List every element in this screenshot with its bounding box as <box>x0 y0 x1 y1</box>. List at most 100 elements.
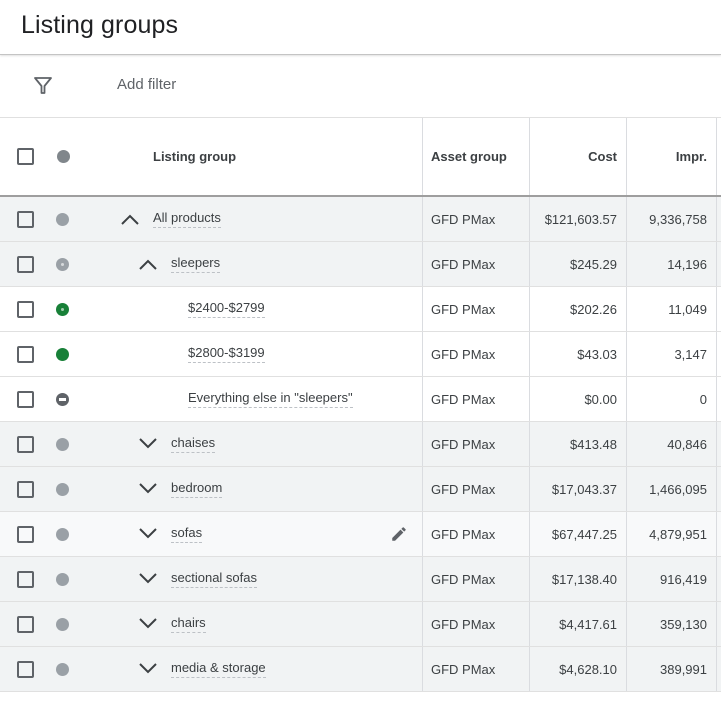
chevron-down-icon[interactable] <box>138 573 158 587</box>
listing-group-name[interactable]: sleepers <box>171 255 221 273</box>
column-divider <box>529 602 530 646</box>
chevron-down-icon[interactable] <box>138 438 158 452</box>
select-all-checkbox[interactable] <box>17 148 34 165</box>
row-checkbox[interactable] <box>17 571 34 588</box>
row-checkbox[interactable] <box>17 616 34 633</box>
listing-groups-table: Listing group Asset group Cost Impr. All… <box>0 118 721 692</box>
row-checkbox[interactable] <box>17 661 34 678</box>
column-divider <box>626 197 627 241</box>
header-asset-group[interactable]: Asset group <box>431 149 507 164</box>
table-row[interactable]: $2800-$3199 GFD PMax $43.03 3,147 <box>0 332 721 377</box>
row-checkbox[interactable] <box>17 436 34 453</box>
listing-group-name[interactable]: sectional sofas <box>171 570 257 588</box>
listing-group-name[interactable]: All products <box>153 210 221 228</box>
column-divider <box>529 287 530 331</box>
cost-cell: $67,447.25 <box>551 527 617 542</box>
row-checkbox[interactable] <box>17 301 34 318</box>
chevron-down-icon[interactable] <box>138 528 158 542</box>
header-cost[interactable]: Cost <box>588 149 617 164</box>
column-divider <box>626 242 627 286</box>
impr-cell: 11,049 <box>668 302 707 317</box>
column-divider <box>422 377 423 421</box>
table-row[interactable]: sleepers GFD PMax $245.29 14,196 <box>0 242 721 287</box>
column-divider <box>529 647 530 691</box>
listing-group-name[interactable]: chaises <box>171 435 216 453</box>
table-row[interactable]: media & storage GFD PMax $4,628.10 389,991 <box>0 647 721 692</box>
row-checkbox[interactable] <box>17 211 34 228</box>
column-divider <box>422 557 423 601</box>
page-title: Listing groups <box>21 11 179 39</box>
asset-group-cell: GFD PMax <box>431 527 496 542</box>
cost-cell: $43.03 <box>577 347 617 362</box>
asset-group-cell: GFD PMax <box>431 302 496 317</box>
column-divider <box>716 512 717 556</box>
column-divider <box>716 467 717 511</box>
column-divider <box>529 467 530 511</box>
listing-group-name[interactable]: chairs <box>171 615 206 633</box>
column-divider <box>626 118 627 195</box>
row-checkbox[interactable] <box>17 526 34 543</box>
filter-icon[interactable] <box>33 76 53 96</box>
impr-cell: 389,991 <box>660 662 707 677</box>
listing-group-name[interactable]: Everything else in "sleepers" <box>188 390 353 408</box>
chevron-down-icon[interactable] <box>138 483 158 497</box>
table-row[interactable]: $2400-$2799 GFD PMax $202.26 11,049 <box>0 287 721 332</box>
status-dot-icon <box>56 618 69 631</box>
asset-group-cell: GFD PMax <box>431 257 496 272</box>
column-divider <box>626 332 627 376</box>
table-row[interactable]: chaises GFD PMax $413.48 40,846 <box>0 422 721 467</box>
asset-group-cell: GFD PMax <box>431 482 496 497</box>
impr-cell: 0 <box>699 392 707 407</box>
column-divider <box>626 647 627 691</box>
table-body: All products GFD PMax $121,603.57 9,336,758… <box>0 197 721 692</box>
pencil-icon[interactable] <box>390 525 408 543</box>
column-divider <box>529 377 530 421</box>
cost-cell: $121,603.57 <box>544 212 617 227</box>
listing-group-name[interactable]: bedroom <box>171 480 223 498</box>
row-checkbox[interactable] <box>17 481 34 498</box>
row-checkbox[interactable] <box>17 256 34 273</box>
impr-cell: 1,466,095 <box>649 482 707 497</box>
table-row[interactable]: bedroom GFD PMax $17,043.37 1,466,095 <box>0 467 721 512</box>
asset-group-cell: GFD PMax <box>431 212 496 227</box>
table-row[interactable]: sectional sofas GFD PMax $17,138.40 916,419 <box>0 557 721 602</box>
header-impr[interactable]: Impr. <box>675 149 707 164</box>
chevron-down-icon[interactable] <box>138 618 158 632</box>
column-divider <box>529 197 530 241</box>
header-listing-group[interactable]: Listing group <box>153 149 237 164</box>
status-dot-icon <box>56 573 69 586</box>
column-divider <box>626 422 627 466</box>
column-divider <box>529 332 530 376</box>
asset-group-cell: GFD PMax <box>431 572 496 587</box>
column-divider <box>716 422 717 466</box>
table-row[interactable]: sofas GFD PMax $67,447.25 4,879,951 <box>0 512 721 557</box>
status-dot-icon <box>56 438 69 451</box>
column-divider <box>422 512 423 556</box>
column-divider <box>716 197 717 241</box>
listing-group-name[interactable]: sofas <box>171 525 203 543</box>
column-divider <box>422 118 423 195</box>
table-row[interactable]: chairs GFD PMax $4,417.61 359,130 <box>0 602 721 647</box>
cost-cell: $413.48 <box>570 437 617 452</box>
column-divider <box>626 512 627 556</box>
table-row[interactable]: Everything else in "sleepers" GFD PMax $0.… <box>0 377 721 422</box>
chevron-down-icon[interactable] <box>138 663 158 677</box>
column-divider <box>716 557 717 601</box>
cost-cell: $17,138.40 <box>551 572 617 587</box>
table-row[interactable]: All products GFD PMax $121,603.57 9,336,758 <box>0 197 721 242</box>
cost-cell: $17,043.37 <box>551 482 617 497</box>
row-checkbox[interactable] <box>17 391 34 408</box>
chevron-up-icon[interactable] <box>120 213 140 227</box>
column-divider <box>626 557 627 601</box>
listing-group-name[interactable]: $2400-$2799 <box>188 300 265 318</box>
column-divider <box>716 647 717 691</box>
asset-group-cell: GFD PMax <box>431 347 496 362</box>
listing-group-name[interactable]: media & storage <box>171 660 266 678</box>
add-filter-button[interactable]: Add filter <box>117 76 177 93</box>
asset-group-cell: GFD PMax <box>431 437 496 452</box>
impr-cell: 40,846 <box>667 437 707 452</box>
chevron-up-icon[interactable] <box>138 258 158 272</box>
row-checkbox[interactable] <box>17 346 34 363</box>
column-divider <box>716 377 717 421</box>
listing-group-name[interactable]: $2800-$3199 <box>188 345 265 363</box>
